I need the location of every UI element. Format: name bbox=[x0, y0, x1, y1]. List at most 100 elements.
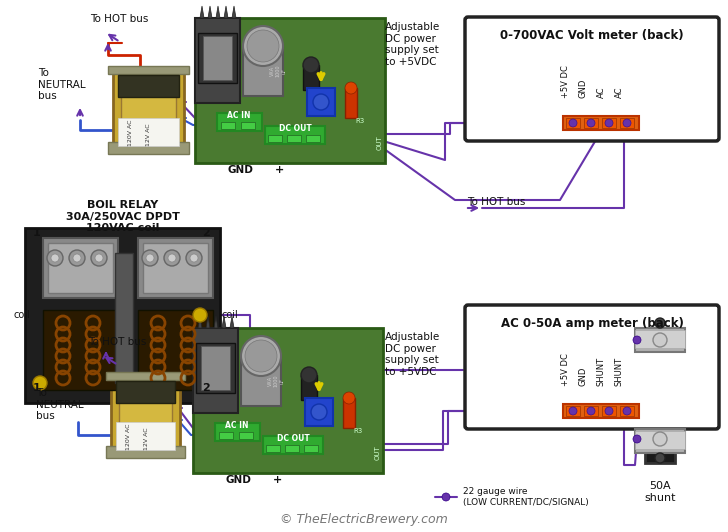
Bar bbox=[111, 376, 180, 454]
Text: AC: AC bbox=[614, 87, 623, 98]
Bar bbox=[602, 406, 616, 416]
Circle shape bbox=[569, 119, 577, 127]
Bar bbox=[118, 75, 179, 97]
Circle shape bbox=[243, 26, 283, 66]
Circle shape bbox=[301, 367, 317, 383]
Circle shape bbox=[190, 254, 198, 262]
Text: AC: AC bbox=[596, 87, 606, 98]
Text: To
NEUTRAL
bus: To NEUTRAL bus bbox=[38, 68, 86, 101]
Bar bbox=[243, 46, 283, 96]
Bar bbox=[215, 423, 260, 441]
Bar bbox=[115, 253, 133, 383]
Circle shape bbox=[633, 336, 641, 344]
Text: To HOT bus: To HOT bus bbox=[90, 14, 149, 24]
Text: AC 0-50A amp meter (back): AC 0-50A amp meter (back) bbox=[501, 317, 684, 329]
Circle shape bbox=[587, 119, 595, 127]
Circle shape bbox=[313, 94, 329, 110]
Bar bbox=[198, 33, 237, 83]
Bar bbox=[620, 118, 634, 128]
Circle shape bbox=[193, 308, 207, 322]
Bar bbox=[563, 404, 639, 418]
Polygon shape bbox=[198, 316, 202, 328]
Polygon shape bbox=[216, 6, 220, 18]
Bar bbox=[620, 406, 634, 416]
Circle shape bbox=[655, 453, 665, 463]
Bar bbox=[43, 310, 118, 390]
Bar bbox=[345, 88, 357, 118]
Bar bbox=[635, 328, 685, 352]
Circle shape bbox=[33, 376, 47, 390]
Bar bbox=[266, 445, 280, 452]
Text: 22 gauge wire
(LOW CURRENT/DC/SIGNAL): 22 gauge wire (LOW CURRENT/DC/SIGNAL) bbox=[463, 487, 589, 506]
Circle shape bbox=[623, 119, 631, 127]
Bar bbox=[119, 381, 172, 441]
Polygon shape bbox=[200, 6, 204, 18]
Text: Adjustable
DC power
supply set
to +5VDC: Adjustable DC power supply set to +5VDC bbox=[385, 22, 440, 67]
Bar bbox=[635, 431, 685, 449]
Polygon shape bbox=[222, 316, 226, 328]
Bar bbox=[265, 126, 325, 144]
Circle shape bbox=[311, 404, 327, 420]
Bar bbox=[116, 381, 175, 403]
Circle shape bbox=[633, 435, 641, 443]
Text: To HOT bus: To HOT bus bbox=[467, 197, 526, 207]
Polygon shape bbox=[230, 316, 234, 328]
Circle shape bbox=[345, 82, 357, 94]
Bar bbox=[121, 75, 176, 137]
Bar bbox=[584, 118, 598, 128]
Bar bbox=[303, 65, 319, 90]
Bar bbox=[241, 356, 281, 406]
Circle shape bbox=[91, 250, 107, 266]
Text: SHUNT: SHUNT bbox=[596, 357, 606, 386]
Circle shape bbox=[164, 250, 180, 266]
Bar bbox=[307, 88, 335, 116]
Text: 120V AC: 120V AC bbox=[129, 120, 133, 146]
Circle shape bbox=[247, 30, 279, 62]
Polygon shape bbox=[208, 6, 212, 18]
Circle shape bbox=[241, 336, 281, 376]
Text: To
NEUTRAL
bus: To NEUTRAL bus bbox=[36, 388, 84, 421]
Circle shape bbox=[47, 250, 63, 266]
Bar bbox=[635, 429, 685, 453]
Bar bbox=[566, 406, 580, 416]
Circle shape bbox=[623, 407, 631, 415]
Circle shape bbox=[245, 340, 277, 372]
Bar bbox=[343, 398, 355, 428]
Circle shape bbox=[303, 57, 319, 73]
Bar bbox=[304, 445, 318, 452]
Bar bbox=[116, 422, 175, 450]
FancyBboxPatch shape bbox=[465, 305, 719, 429]
Bar bbox=[25, 228, 220, 403]
Circle shape bbox=[69, 250, 85, 266]
Circle shape bbox=[653, 432, 667, 446]
Text: DC OUT: DC OUT bbox=[277, 434, 309, 443]
Circle shape bbox=[343, 392, 355, 404]
Text: VXA
1000
uF: VXA 1000 uF bbox=[269, 65, 286, 77]
Polygon shape bbox=[214, 316, 218, 328]
Bar bbox=[285, 445, 299, 452]
Bar bbox=[635, 330, 685, 348]
Bar bbox=[138, 310, 213, 390]
Circle shape bbox=[142, 250, 158, 266]
Circle shape bbox=[605, 119, 613, 127]
Bar bbox=[108, 142, 189, 154]
Text: Adjustable
DC power
supply set
to +5VDC: Adjustable DC power supply set to +5VDC bbox=[385, 332, 440, 377]
Bar bbox=[138, 238, 213, 298]
Circle shape bbox=[605, 407, 613, 415]
Bar bbox=[602, 118, 616, 128]
Bar bbox=[106, 446, 185, 458]
Bar bbox=[43, 238, 118, 298]
Text: coil: coil bbox=[13, 310, 30, 320]
Bar bbox=[48, 243, 113, 293]
Text: GND: GND bbox=[579, 79, 587, 98]
Text: AC IN: AC IN bbox=[227, 111, 250, 120]
Text: 1: 1 bbox=[33, 383, 41, 393]
Text: +: + bbox=[273, 475, 282, 485]
Bar bbox=[193, 328, 238, 413]
Text: 12V AC: 12V AC bbox=[143, 427, 149, 450]
Text: 50A
shunt: 50A shunt bbox=[644, 481, 676, 503]
Circle shape bbox=[168, 254, 176, 262]
Circle shape bbox=[73, 254, 81, 262]
Bar bbox=[563, 116, 639, 130]
Bar bbox=[219, 432, 233, 439]
